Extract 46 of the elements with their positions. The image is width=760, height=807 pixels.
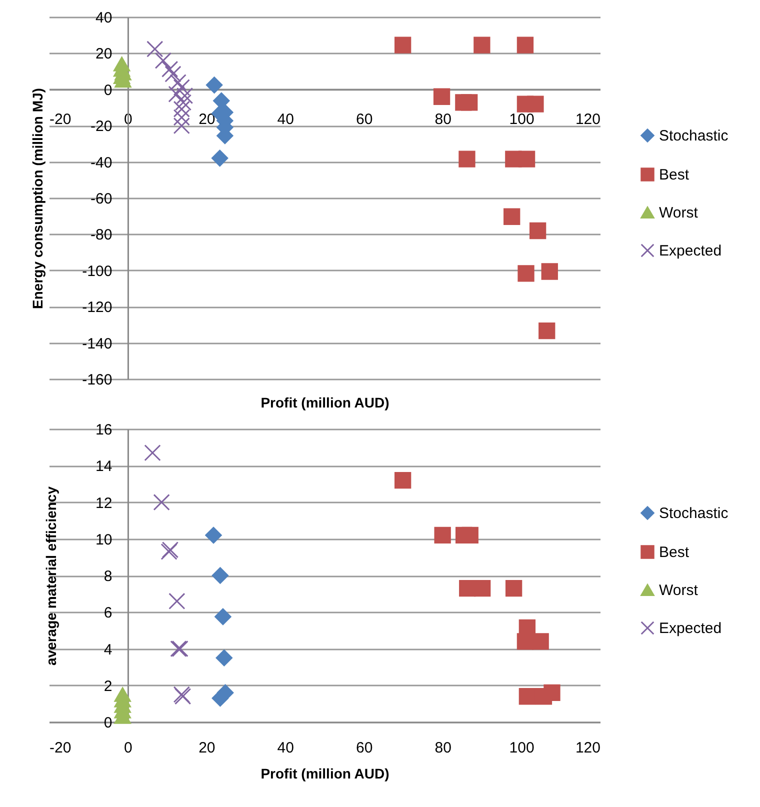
x-tick-label: -20 [50, 740, 72, 756]
x-tick-label: 120 [575, 740, 600, 756]
y-tick-label: 10 [96, 531, 112, 548]
y-tick-label: 4 [104, 641, 112, 658]
x-tick-label: 80 [434, 740, 452, 756]
x-tick-label: 20 [198, 110, 216, 128]
legend-label: Worst [659, 204, 699, 222]
legend-label: Expected [659, 242, 722, 260]
x-tick-label: 60 [356, 740, 373, 756]
y-tick-label: 14 [96, 458, 112, 476]
y-tick-label: 0 [104, 714, 112, 732]
x-tick-label: 100 [509, 740, 534, 756]
legend-label: Expected [659, 620, 722, 637]
y-tick-label: 6 [104, 604, 112, 622]
legend-label: Worst [659, 582, 699, 599]
x-axis-title: Profit (million AUD) [260, 766, 390, 782]
x-tick-label: 80 [434, 110, 452, 128]
y-tick-label: 2 [104, 678, 112, 695]
legend-label: Stochastic [659, 505, 729, 522]
y-tick-label: -120 [82, 299, 112, 316]
x-axis-title: Profit (million AUD) [260, 394, 390, 410]
y-tick-label: 0 [104, 82, 112, 99]
x-tick-label: 60 [356, 110, 373, 128]
legend-label: Best [659, 544, 690, 561]
legend-label: Stochastic [659, 128, 729, 144]
x-tick-label: 40 [277, 110, 294, 128]
y-tick-label: -100 [82, 262, 112, 280]
x-tick-label: 100 [509, 110, 534, 128]
y-tick-label: -60 [90, 190, 112, 208]
y-axis-title: Energy consumption (million MJ) [29, 88, 46, 309]
x-tick-label: 0 [124, 740, 132, 756]
y-tick-label: -160 [82, 372, 112, 388]
x-tick-label: 20 [198, 740, 216, 756]
legend-label: Best [659, 166, 690, 184]
y-tick-label: 8 [104, 568, 112, 585]
x-tick-label: -20 [50, 110, 72, 128]
y-tick-label: 16 [96, 422, 112, 438]
y-tick-label: 20 [96, 46, 112, 63]
y-tick-label: -40 [90, 154, 112, 172]
x-tick-label: 40 [277, 740, 294, 756]
y-tick-label: -80 [90, 226, 112, 244]
y-tick-label: 40 [96, 10, 112, 26]
y-tick-label: 12 [96, 494, 112, 512]
y-axis-title: average material efficiency [42, 486, 59, 666]
y-tick-label: -140 [82, 335, 112, 352]
x-tick-label: 120 [575, 110, 600, 128]
